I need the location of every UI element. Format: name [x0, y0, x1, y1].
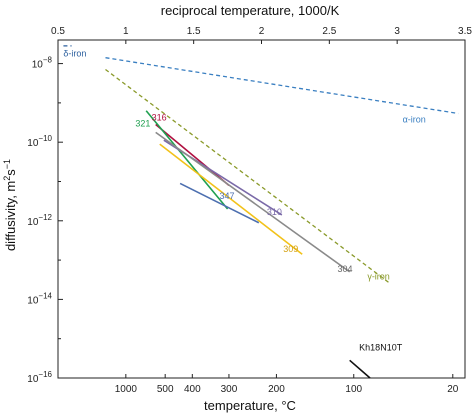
top-tick-label: 2: [259, 26, 265, 37]
top-tick-label: 0.5: [51, 26, 65, 37]
top-tick-label: 2.5: [322, 26, 336, 37]
y-axis-title-exp: 2: [2, 176, 12, 181]
bottom-tick-label: 500: [157, 384, 174, 395]
y-axis-title: diffusivity, m2s−1: [2, 159, 18, 251]
y-axis-title-main: diffusivity, m: [3, 181, 18, 251]
series-label: 347: [219, 191, 234, 201]
series-label: δ-iron: [63, 49, 86, 59]
series-line--iron: [105, 68, 391, 285]
bottom-axis-title: temperature, °C: [204, 398, 296, 413]
series-layer: [63, 45, 459, 379]
series-label: α-iron: [403, 115, 426, 125]
top-tick-label: 3: [394, 26, 400, 37]
y-tick-label: 10−8: [32, 56, 53, 71]
series-label: 316: [152, 113, 167, 123]
series-line-kh18n10t: [349, 359, 371, 379]
series-label: 309: [283, 244, 298, 254]
top-tick-label: 1.5: [187, 26, 201, 37]
bottom-tick-label: 20: [447, 384, 459, 395]
series-label: 321: [135, 118, 150, 128]
series-label: γ-iron: [367, 272, 390, 282]
top-axis-title: reciprocal temperature, 1000/K: [161, 3, 340, 18]
y-axis-title-mid: s: [3, 169, 18, 176]
series-line-321: [145, 110, 229, 210]
series-line-347: [179, 182, 260, 224]
series-line--iron: [105, 57, 459, 115]
series-line-309: [159, 143, 303, 255]
series-label: 310: [267, 207, 282, 217]
y-tick-label: 10−10: [27, 134, 52, 149]
top-tick-label: 3.5: [458, 26, 472, 37]
bottom-tick-label: 1000: [115, 384, 138, 395]
bottom-tick-label: 200: [268, 384, 285, 395]
bottom-tick-label: 300: [221, 384, 238, 395]
series-label: Kh18N10T: [359, 342, 403, 352]
series-line-316: [155, 123, 230, 187]
y-tick-label: 10−12: [27, 213, 52, 228]
series-line-304: [155, 131, 351, 273]
tick-layer: 0.5 1 1.5 2 2.5 3 3.5 1000 500 400 300 200 100 20 10−8…: [27, 26, 472, 395]
series-label: 304: [337, 264, 352, 274]
top-tick-label: 1: [123, 26, 129, 37]
bottom-tick-label: 100: [345, 384, 362, 395]
y-tick-label: 10−14: [27, 291, 52, 306]
bottom-tick-label: 400: [184, 384, 201, 395]
y-axis-title-exp2: −1: [2, 159, 12, 169]
y-tick-label: 10−16: [27, 370, 52, 385]
